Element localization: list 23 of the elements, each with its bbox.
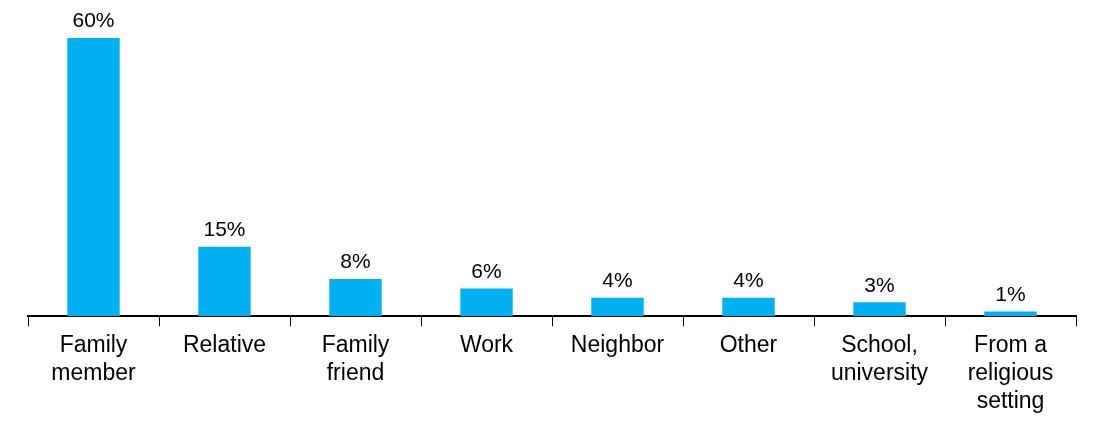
data-label: 15%	[203, 216, 246, 240]
bar	[853, 302, 906, 317]
data-label: 6%	[471, 258, 502, 282]
x-tick-label: Family friend	[321, 331, 390, 385]
bar	[329, 279, 382, 317]
x-tick-label: School, university	[830, 331, 929, 385]
data-label: 3%	[864, 272, 895, 296]
x-tick-label: Neighbor	[570, 331, 665, 358]
x-tick-label: Work	[459, 331, 514, 358]
data-label: 60%	[72, 8, 115, 32]
data-label: 4%	[602, 267, 633, 291]
x-tick-label: Family member	[51, 331, 137, 385]
bar	[198, 246, 251, 317]
bar	[460, 288, 513, 317]
x-tick-label: From a religious setting	[967, 331, 1054, 413]
x-tick-label: Relative	[182, 331, 267, 358]
bar	[722, 297, 775, 317]
data-label: 4%	[733, 267, 764, 291]
bar	[591, 297, 644, 317]
data-label: 1%	[995, 281, 1026, 305]
data-label: 8%	[340, 249, 371, 273]
bar	[67, 38, 120, 317]
x-tick-label: Other	[719, 331, 778, 358]
